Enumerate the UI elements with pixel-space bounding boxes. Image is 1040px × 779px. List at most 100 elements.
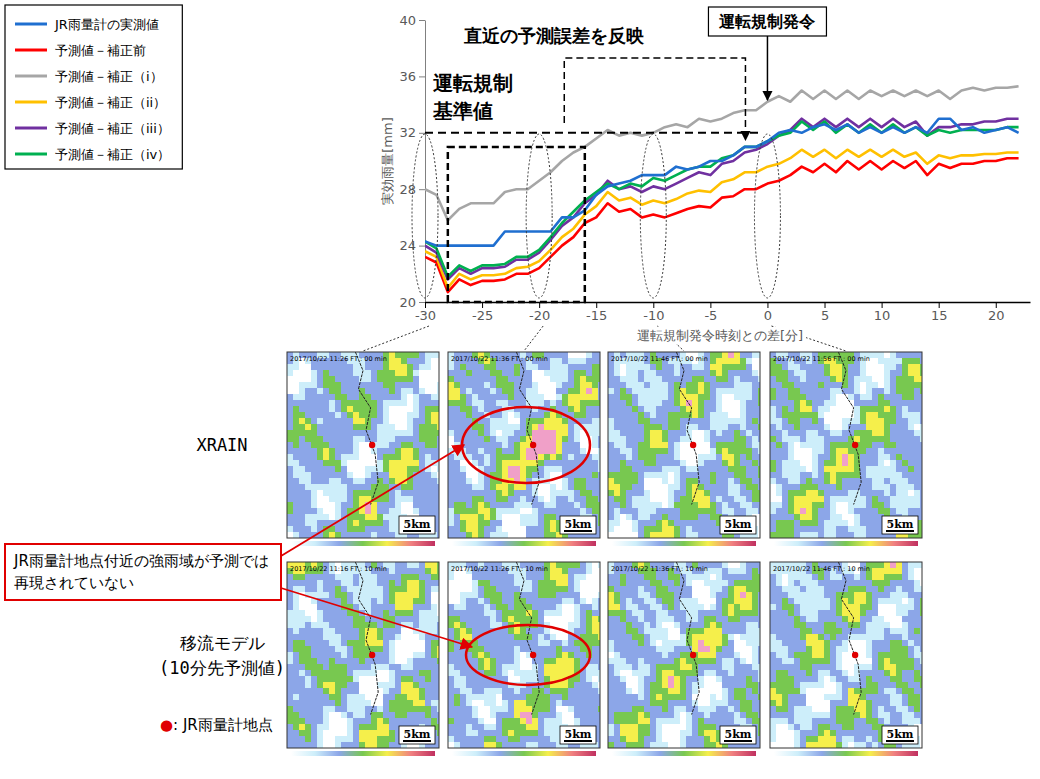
radar-cell bbox=[359, 400, 365, 406]
radar-cell bbox=[419, 448, 425, 454]
radar-cell bbox=[532, 400, 538, 406]
radar-cell bbox=[704, 370, 710, 376]
radar-cell bbox=[448, 400, 454, 406]
radar-cell bbox=[514, 382, 520, 388]
radar-cell bbox=[341, 472, 347, 478]
radar-cell bbox=[335, 406, 341, 412]
radar-cell bbox=[293, 472, 299, 478]
radar-cell bbox=[740, 352, 746, 358]
radar-cell bbox=[425, 448, 431, 454]
radar-cell bbox=[460, 472, 466, 478]
radar-cell bbox=[454, 466, 460, 472]
radar-cell bbox=[580, 436, 586, 442]
radar-cell bbox=[383, 502, 389, 508]
radar-cell bbox=[544, 430, 550, 436]
radar-cell bbox=[556, 376, 562, 382]
radar-cell bbox=[359, 514, 365, 520]
radar-cell bbox=[305, 514, 311, 520]
radar-cell bbox=[544, 424, 550, 430]
radar-cell bbox=[335, 430, 341, 436]
radar-cell bbox=[472, 442, 478, 448]
radar-cell bbox=[490, 520, 496, 526]
radar-cell bbox=[293, 514, 299, 520]
radar-cell bbox=[347, 466, 353, 472]
radar-cell bbox=[592, 418, 598, 424]
radar-cell bbox=[425, 352, 431, 358]
radar-cell bbox=[305, 394, 311, 400]
radar-cell bbox=[532, 424, 538, 430]
y-axis: 202428323640 bbox=[399, 13, 425, 310]
radar-cell bbox=[299, 406, 305, 412]
radar-cell bbox=[586, 484, 592, 490]
radar-cell bbox=[413, 454, 419, 460]
radar-cell bbox=[586, 358, 592, 364]
y-tick-label: 20 bbox=[399, 295, 416, 310]
radar-cell bbox=[716, 370, 722, 376]
radar-cell bbox=[407, 448, 413, 454]
radar-cell bbox=[710, 364, 716, 370]
radar-cell bbox=[490, 460, 496, 466]
radar-cell bbox=[329, 514, 335, 520]
radar-cell bbox=[472, 454, 478, 460]
radar-cell bbox=[740, 394, 746, 400]
radar-cell bbox=[562, 364, 568, 370]
radar-cell bbox=[365, 520, 371, 526]
radar-cell bbox=[317, 436, 323, 442]
radar-cell bbox=[383, 370, 389, 376]
radar-cell bbox=[419, 460, 425, 466]
radar-cell bbox=[746, 364, 752, 370]
radar-cell bbox=[299, 466, 305, 472]
radar-cell bbox=[514, 526, 520, 532]
radar-cell bbox=[592, 382, 598, 388]
radar-cell bbox=[574, 448, 580, 454]
radar-cell bbox=[472, 526, 478, 532]
radar-cell bbox=[692, 388, 698, 394]
x-tick: -5 bbox=[704, 302, 717, 323]
radar-cell bbox=[568, 388, 574, 394]
radar-cell bbox=[722, 394, 728, 400]
radar-cell bbox=[293, 424, 299, 430]
radar-cell bbox=[478, 460, 484, 466]
radar-cell bbox=[353, 442, 359, 448]
radar-cell bbox=[614, 364, 620, 370]
radar-cell bbox=[484, 466, 490, 472]
radar-cell bbox=[514, 412, 520, 418]
radar-cell bbox=[722, 406, 728, 412]
radar-cell bbox=[484, 520, 490, 526]
radar-cell bbox=[568, 448, 574, 454]
radar-cell bbox=[299, 394, 305, 400]
radar-cell bbox=[620, 364, 626, 370]
radar-cell bbox=[490, 514, 496, 520]
radar-cell bbox=[466, 526, 472, 532]
radar-cell bbox=[371, 394, 377, 400]
radar-cell bbox=[574, 436, 580, 442]
radar-cell bbox=[329, 364, 335, 370]
radar-cell bbox=[484, 508, 490, 514]
radar-cell bbox=[508, 430, 514, 436]
radar-cell bbox=[656, 382, 662, 388]
x-tick: 10 bbox=[874, 302, 891, 323]
radar-cell bbox=[389, 520, 395, 526]
radar-cell bbox=[335, 484, 341, 490]
radar-cell bbox=[293, 412, 299, 418]
radar-cell bbox=[490, 466, 496, 472]
radar-cell bbox=[514, 514, 520, 520]
radar-cell bbox=[632, 418, 638, 424]
radar-cell bbox=[704, 376, 710, 382]
radar-cell bbox=[562, 370, 568, 376]
radar-cell bbox=[287, 376, 293, 382]
radar-cell bbox=[365, 508, 371, 514]
radar-cell bbox=[526, 382, 532, 388]
radar-cell bbox=[395, 400, 401, 406]
radar-cell bbox=[359, 454, 365, 460]
radar-cell bbox=[317, 478, 323, 484]
radar-cell bbox=[568, 364, 574, 370]
radar-cell bbox=[448, 502, 454, 508]
radar-cell bbox=[407, 424, 413, 430]
radar-cell bbox=[526, 394, 532, 400]
radar-cell bbox=[574, 496, 580, 502]
radar-cell bbox=[496, 454, 502, 460]
radar-cell bbox=[662, 412, 668, 418]
radar-cell bbox=[550, 388, 556, 394]
radar-cell bbox=[550, 418, 556, 424]
